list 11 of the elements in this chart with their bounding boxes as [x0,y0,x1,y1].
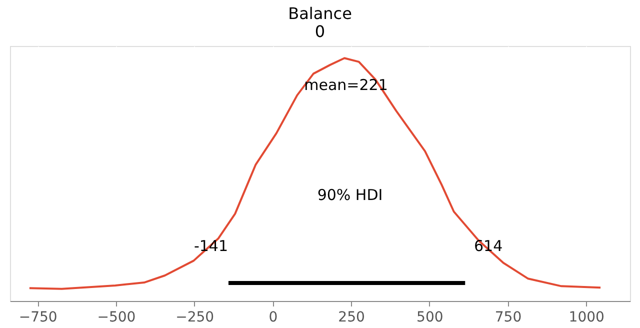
x-tick-label: −500 [97,310,136,326]
x-tick-label: −250 [176,310,214,326]
x-tick-label: 750 [494,310,522,326]
chart-title: Balance [288,4,352,23]
annotation: 90% HDI [317,186,383,204]
x-tick-label: 500 [416,310,444,326]
chart-subtitle: 0 [314,22,326,41]
x-tick-label: 250 [338,310,365,326]
x-tick-label: 0 [268,310,278,326]
x-tick-label: −750 [18,310,58,326]
x-tick-label: 1000 [568,310,604,326]
